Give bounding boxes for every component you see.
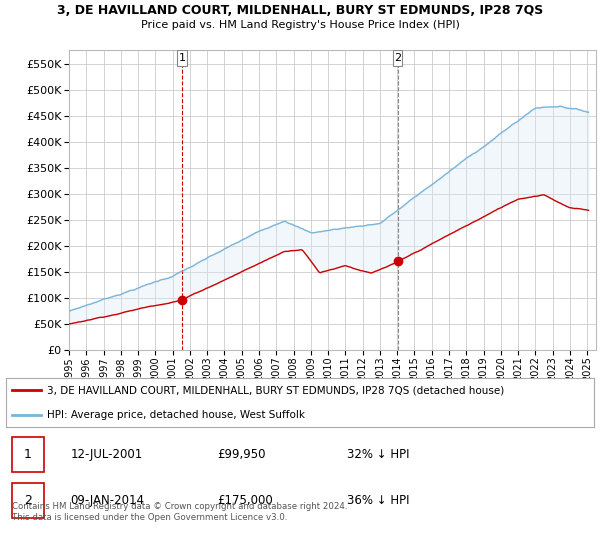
Text: 3, DE HAVILLAND COURT, MILDENHALL, BURY ST EDMUNDS, IP28 7QS: 3, DE HAVILLAND COURT, MILDENHALL, BURY … (57, 4, 543, 17)
Bar (12, 483, 44, 517)
Text: £99,950: £99,950 (218, 448, 266, 461)
Bar (12, 437, 44, 472)
Text: 32% ↓ HPI: 32% ↓ HPI (347, 448, 410, 461)
Text: 12-JUL-2001: 12-JUL-2001 (71, 448, 143, 461)
Text: This data is licensed under the Open Government Licence v3.0.: This data is licensed under the Open Gov… (12, 513, 287, 522)
Text: Contains HM Land Registry data © Crown copyright and database right 2024.: Contains HM Land Registry data © Crown c… (12, 502, 347, 511)
Text: 1: 1 (24, 448, 32, 461)
Text: 1: 1 (178, 53, 185, 63)
Text: 3, DE HAVILLAND COURT, MILDENHALL, BURY ST EDMUNDS, IP28 7QS (detached house): 3, DE HAVILLAND COURT, MILDENHALL, BURY … (47, 385, 505, 395)
Text: 2: 2 (394, 53, 401, 63)
Text: Price paid vs. HM Land Registry's House Price Index (HPI): Price paid vs. HM Land Registry's House … (140, 20, 460, 30)
Text: 36% ↓ HPI: 36% ↓ HPI (347, 494, 410, 507)
Text: 09-JAN-2014: 09-JAN-2014 (71, 494, 145, 507)
Bar (177, 50, 187, 66)
Bar (393, 50, 403, 66)
Text: £175,000: £175,000 (218, 494, 274, 507)
Text: HPI: Average price, detached house, West Suffolk: HPI: Average price, detached house, West… (47, 410, 305, 420)
Text: 2: 2 (24, 494, 32, 507)
